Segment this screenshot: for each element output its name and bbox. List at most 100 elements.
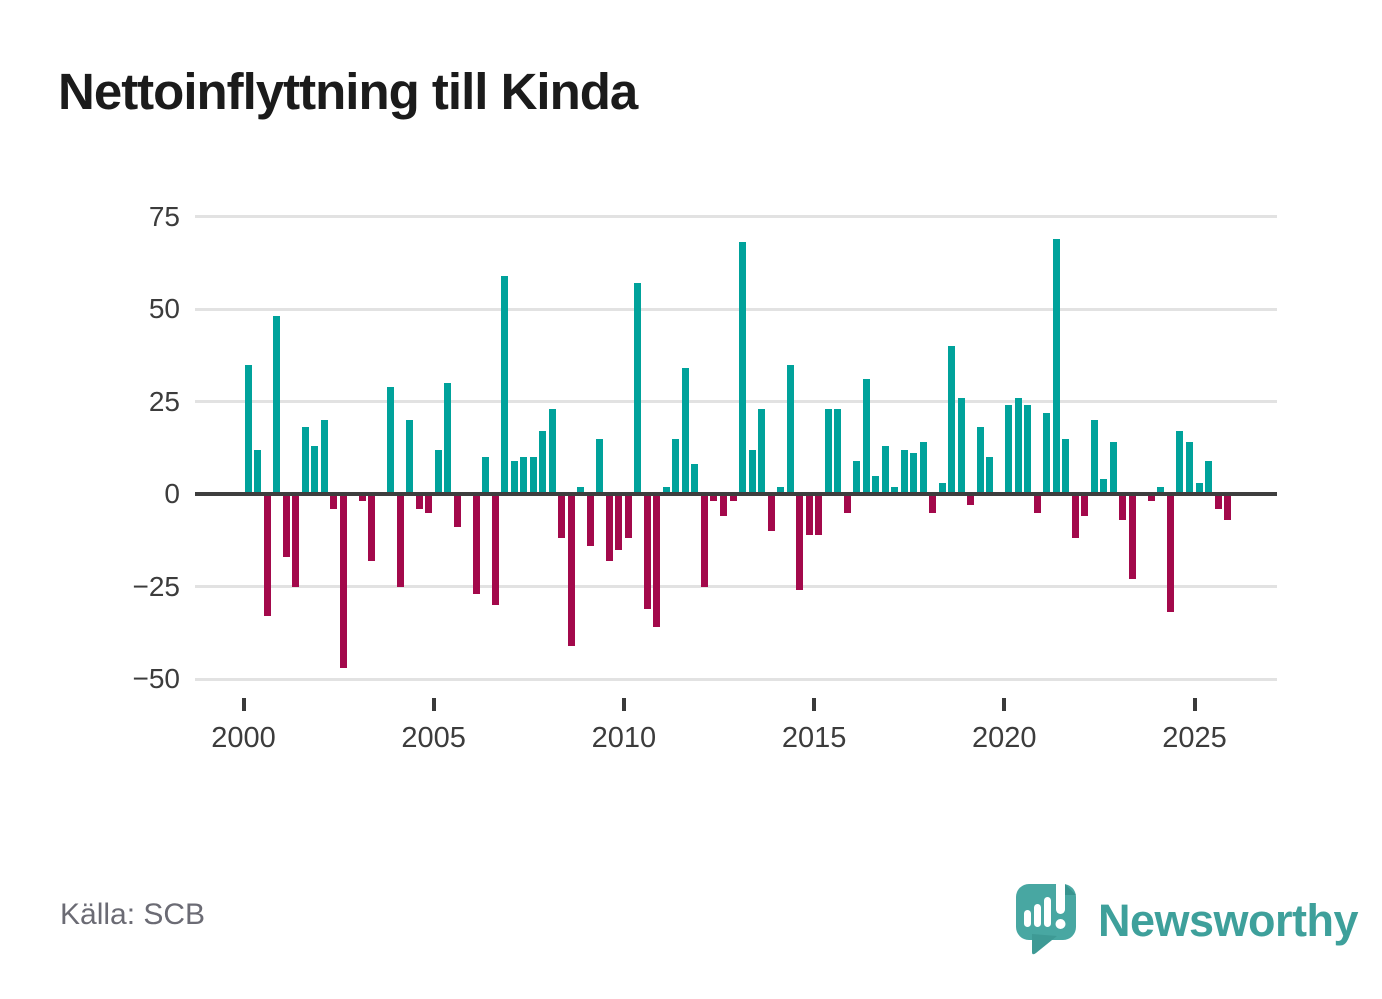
bar-2006-Q4: [501, 275, 509, 494]
bar-2001-Q4: [311, 445, 319, 494]
bar-2010-Q3: [643, 494, 651, 609]
bar-2024-Q3: [1176, 431, 1184, 494]
bar-2022-Q1: [1081, 494, 1089, 517]
bar-2007-Q3: [529, 457, 537, 494]
bar-2025-Q1: [1195, 482, 1203, 494]
bar-2003-Q4: [387, 386, 395, 494]
bar-2004-Q1: [396, 494, 404, 587]
bar-2005-Q2: [444, 383, 452, 494]
bar-2025-Q3: [1214, 494, 1222, 509]
bar-2015-Q3: [834, 408, 842, 494]
bar-2002-Q2: [330, 494, 338, 509]
bar-2021-Q3: [1062, 438, 1070, 494]
bar-2010-Q2: [634, 283, 642, 494]
x-axis-label-2015: 2015: [781, 722, 847, 754]
x-axis-label-2020: 2020: [972, 722, 1037, 754]
bar-2004-Q3: [415, 494, 423, 509]
bar-2010-Q4: [653, 494, 661, 628]
bar-2013-Q3: [758, 408, 766, 494]
bar-2001-Q3: [301, 427, 309, 494]
bar-2000-Q4: [273, 316, 281, 494]
bar-2025-Q2: [1205, 460, 1212, 494]
bar-2020-Q4: [1033, 494, 1041, 513]
y-axis-label--50: −50: [132, 663, 181, 694]
bar-2006-Q1: [472, 494, 480, 594]
bar-2016-Q3: [872, 475, 880, 494]
bar-2020-Q3: [1024, 405, 1032, 494]
bar-2022-Q2: [1090, 420, 1098, 494]
bar-2002-Q1: [320, 420, 328, 494]
bar-2018-Q1: [929, 494, 937, 513]
bar-2021-Q2: [1052, 238, 1060, 494]
bar-2003-Q2: [368, 494, 376, 561]
newsworthy-logo-link[interactable]: Newsworthy: [1012, 880, 1359, 961]
bar-2007-Q1: [510, 460, 518, 494]
bar-2020-Q1: [1005, 405, 1013, 494]
bar-2008-Q1: [548, 408, 556, 494]
bar-2025-Q4: [1224, 494, 1232, 520]
bar-2014-Q2: [786, 364, 794, 494]
chart-title: Nettoinflyttning till Kinda: [58, 63, 638, 120]
x-axis-label-2005: 2005: [401, 722, 466, 754]
bar-2012-Q4: [729, 494, 737, 502]
bar-2024-Q1: [1157, 486, 1165, 494]
bar-2001-Q2: [292, 494, 300, 587]
bar-2015-Q2: [824, 408, 832, 494]
gridline--25: [195, 585, 1277, 588]
bar-2005-Q1: [434, 449, 442, 494]
bar-2015-Q1: [815, 494, 823, 535]
bar-2011-Q2: [672, 438, 680, 494]
bar-2023-Q2: [1128, 494, 1136, 580]
bar-2019-Q2: [976, 427, 984, 494]
bar-2011-Q4: [691, 464, 699, 494]
bar-2021-Q1: [1043, 412, 1051, 494]
bar-2016-Q1: [853, 460, 861, 494]
x-axis-tick-2000: [241, 698, 246, 711]
bar-2012-Q2: [710, 494, 718, 502]
bar-2022-Q3: [1100, 479, 1108, 494]
bar-2004-Q2: [406, 420, 414, 494]
y-axis-label--25: −25: [132, 570, 181, 602]
bar-2006-Q3: [491, 494, 499, 605]
bar-2017-Q1: [891, 486, 899, 494]
bar-2011-Q3: [681, 368, 689, 494]
x-axis-tick-2025: [1192, 698, 1197, 711]
bar-2009-Q2: [596, 438, 604, 494]
bar-2009-Q1: [586, 494, 594, 546]
bar-2013-Q2: [748, 449, 756, 494]
bar-2020-Q2: [1014, 397, 1022, 494]
bar-2000-Q2: [254, 449, 261, 494]
bar-2008-Q2: [558, 494, 566, 539]
bar-2017-Q2: [900, 449, 908, 494]
bar-2010-Q1: [624, 494, 632, 539]
bar-2014-Q3: [796, 494, 804, 591]
bar-2018-Q2: [938, 482, 946, 494]
x-axis-tick-2020: [1002, 698, 1007, 711]
bar-2022-Q4: [1109, 442, 1117, 494]
bar-2016-Q4: [881, 445, 889, 494]
zero-axis-line: [195, 492, 1277, 496]
bar-2024-Q4: [1185, 442, 1193, 494]
bar-2014-Q4: [805, 494, 813, 535]
y-axis-label-25: 25: [148, 385, 180, 417]
bar-2013-Q4: [767, 494, 775, 531]
x-axis-tick-2015: [812, 698, 817, 711]
bar-2008-Q4: [577, 486, 585, 494]
bar-2009-Q3: [605, 494, 613, 561]
bar-2018-Q4: [957, 397, 965, 494]
bar-2000-Q3: [263, 494, 271, 617]
bar-2007-Q4: [539, 431, 547, 494]
bar-2005-Q3: [453, 494, 461, 528]
bar-2011-Q1: [662, 486, 670, 494]
newsworthy-logo-text: Newsworthy: [1098, 894, 1359, 946]
bar-2012-Q1: [700, 494, 708, 587]
gridline--50: [195, 677, 1277, 681]
bar-2023-Q4: [1147, 494, 1155, 502]
gridline-50: [195, 307, 1277, 311]
bar-2008-Q3: [567, 494, 575, 646]
bar-2018-Q3: [948, 346, 956, 494]
x-axis-label-2000: 2000: [211, 722, 276, 754]
bar-2019-Q1: [967, 494, 975, 506]
bar-2017-Q4: [919, 442, 927, 494]
y-axis-label-75: 75: [148, 200, 180, 232]
